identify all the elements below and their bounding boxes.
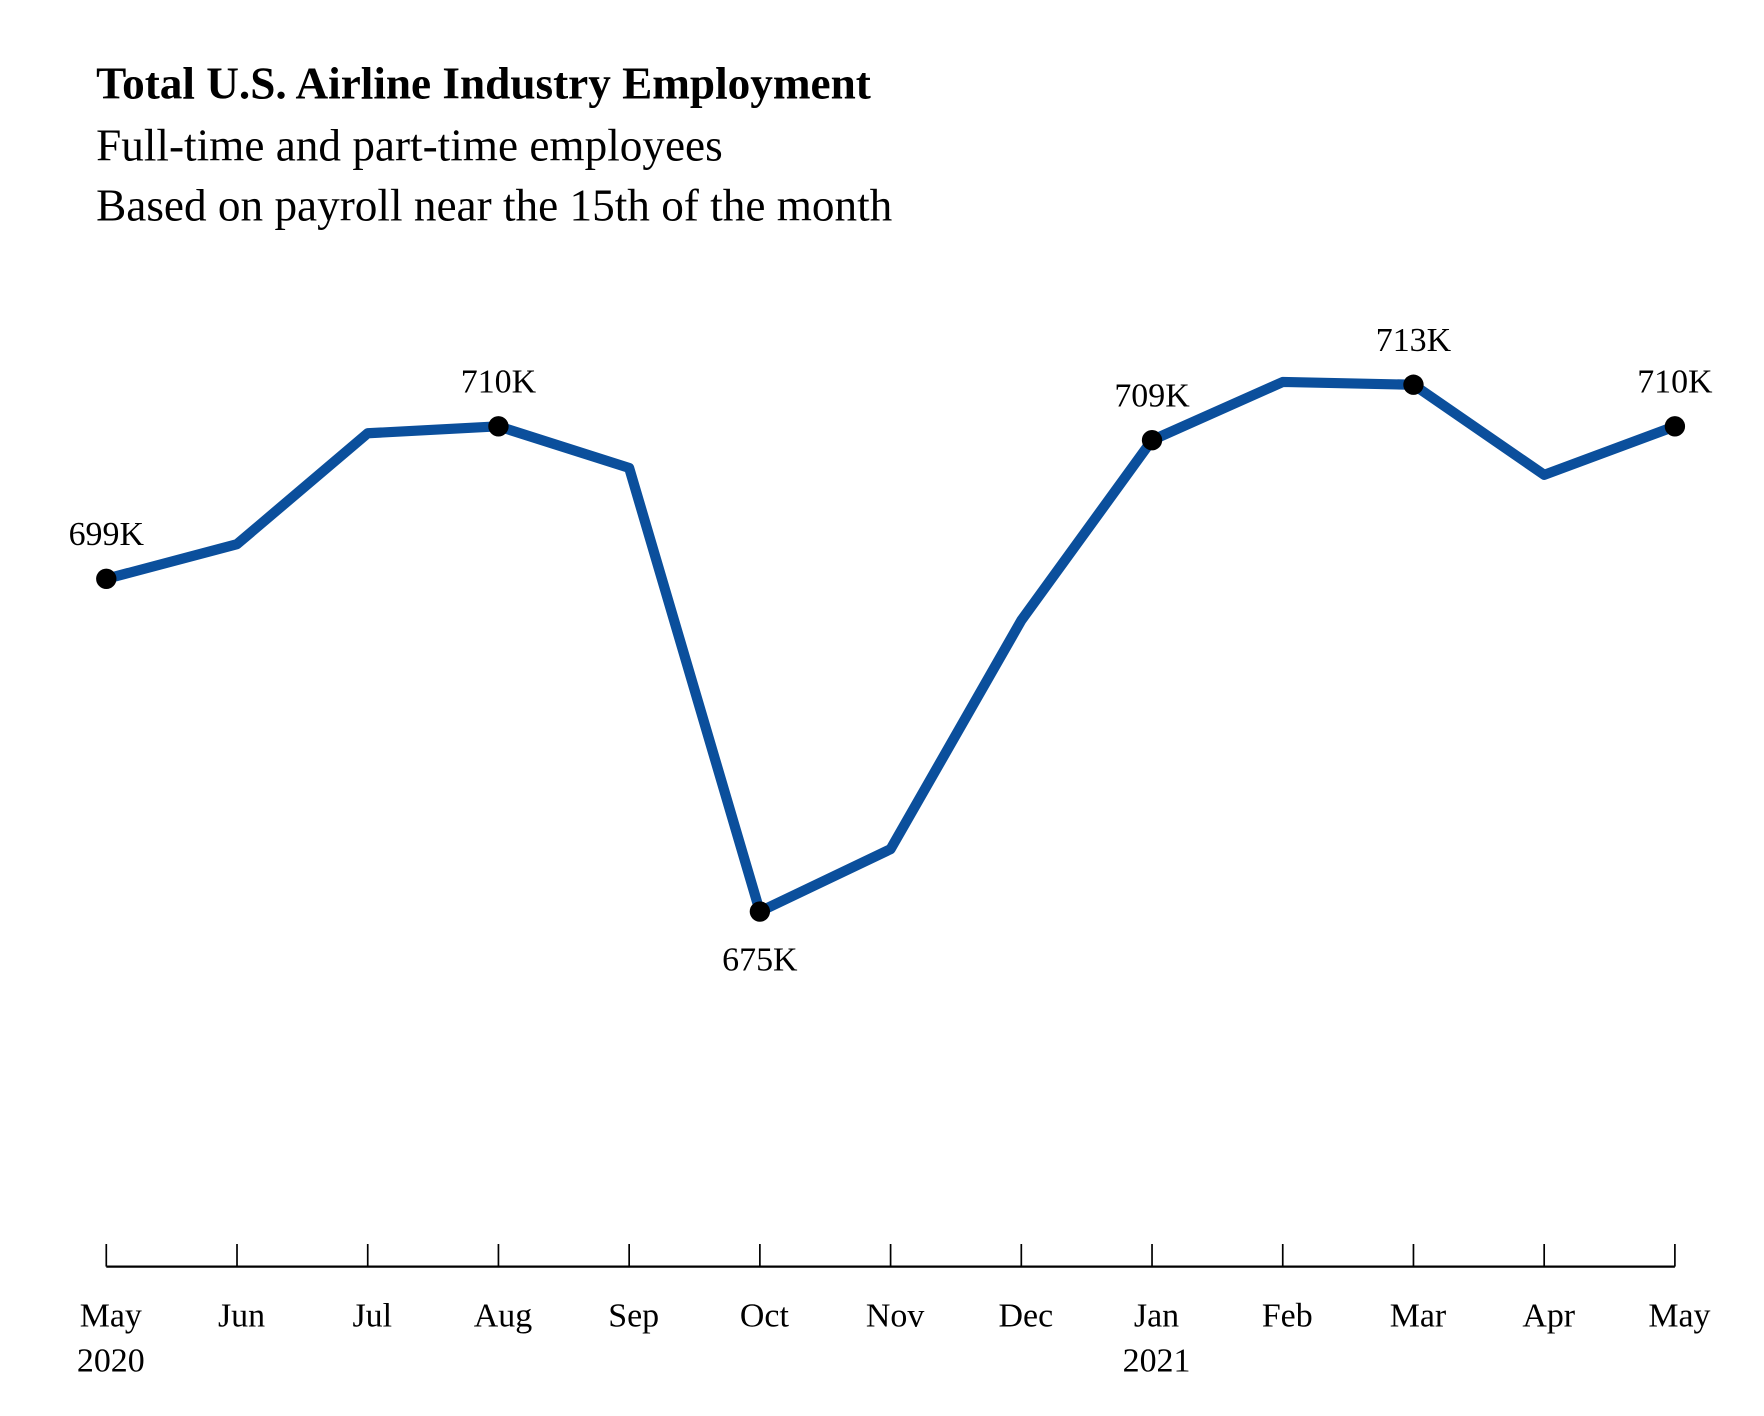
chart-subtitle-1: Full-time and part-time employees <box>96 121 723 171</box>
data-point <box>1141 430 1163 451</box>
x-year-label: 2020 <box>77 1343 145 1380</box>
x-tick-label: Feb <box>1262 1298 1313 1335</box>
x-tick-label: Sep <box>608 1298 659 1335</box>
x-tick-label: Dec <box>999 1298 1054 1335</box>
x-tick-label: Jun <box>218 1298 265 1335</box>
series-line <box>104 376 1677 917</box>
x-tick-label: Jan <box>1134 1298 1179 1335</box>
x-tick-label: May <box>80 1298 142 1335</box>
x-tick-label: Apr <box>1522 1298 1575 1335</box>
data-label: 713K <box>1376 322 1452 359</box>
data-point <box>749 901 771 922</box>
x-tick-label: Oct <box>740 1298 790 1335</box>
x-axis: May Jun Jul Aug Sep Oct Nov Dec Jan Feb Mar Apr May 2… <box>77 1243 1711 1380</box>
data-label: 710K <box>1637 363 1713 400</box>
data-point <box>96 568 117 589</box>
chart-title: Total U.S. Airline Industry Employment <box>96 59 871 109</box>
chart-subtitle-2: Based on payroll near the 15th of the mo… <box>96 181 893 231</box>
data-label: 710K <box>461 363 537 400</box>
x-year-label: 2021 <box>1123 1343 1191 1380</box>
data-label: 709K <box>1114 377 1190 414</box>
x-tick-label: Aug <box>474 1298 532 1335</box>
x-tick-label: Jul <box>352 1298 392 1335</box>
x-tick-label: Mar <box>1390 1298 1446 1335</box>
data-point <box>488 416 509 437</box>
data-point <box>1664 416 1686 437</box>
x-tick-label: Nov <box>866 1298 924 1335</box>
x-tick-label: May <box>1648 1298 1710 1335</box>
data-point <box>1403 374 1424 395</box>
data-label: 675K <box>722 941 798 978</box>
plot-area: 699K 710K 675K 709K 713K 710K <box>69 322 1713 979</box>
data-label: 699K <box>69 516 145 553</box>
